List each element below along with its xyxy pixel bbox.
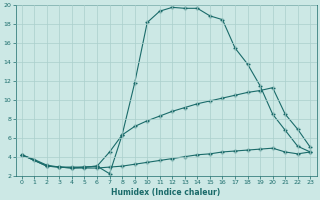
X-axis label: Humidex (Indice chaleur): Humidex (Indice chaleur): [111, 188, 221, 197]
